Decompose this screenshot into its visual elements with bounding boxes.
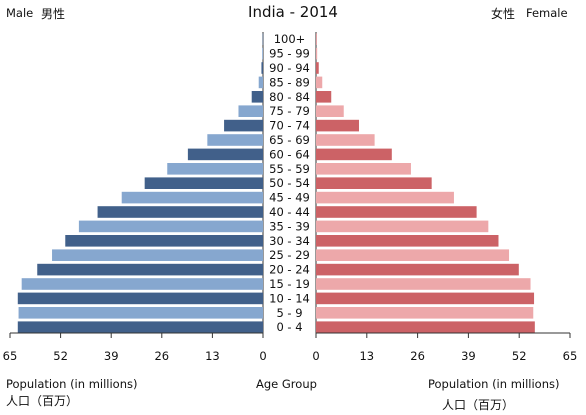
male-bar-9 — [167, 163, 263, 175]
male-bar-7 — [207, 134, 263, 146]
age-group-label: 55 - 59 — [269, 162, 310, 176]
right-axis-title: Population (in millions) — [428, 377, 560, 391]
male-bar-19 — [18, 307, 263, 319]
age-group-label: 75 - 79 — [269, 104, 310, 118]
age-group-label: 65 - 69 — [269, 133, 310, 147]
male-x-tick-label: 13 — [205, 349, 220, 363]
age-group-label: 10 - 14 — [269, 291, 310, 305]
male-bar-15 — [52, 249, 263, 261]
female-bar-9 — [316, 163, 411, 175]
chart-title: India - 2014 — [248, 3, 338, 21]
female-bar-11 — [316, 191, 454, 204]
right-axis-title-chinese: 人口（百万） — [442, 398, 515, 412]
age-group-label: 85 - 89 — [269, 75, 310, 89]
male-bar-3 — [258, 76, 263, 89]
male-bar-16 — [37, 263, 263, 276]
female-bar-7 — [316, 134, 375, 146]
female-bar-4 — [316, 91, 332, 103]
female-x-tick-label: 0 — [312, 349, 319, 363]
female-bar-10 — [316, 177, 432, 189]
female-x-tick-label: 65 — [563, 349, 578, 363]
male-label-chinese: 男性 — [41, 7, 66, 21]
male-bar-12 — [97, 206, 263, 218]
male-bar-4 — [251, 91, 263, 103]
left-axis-title: Population (in millions) — [6, 377, 138, 391]
male-bar-11 — [121, 191, 263, 204]
left-axis-title-chinese: 人口（百万） — [6, 394, 79, 408]
male-bar-17 — [21, 278, 263, 290]
age-group-label: 15 - 19 — [269, 277, 310, 291]
female-bar-5 — [316, 105, 344, 117]
age-group-label: 5 - 9 — [276, 306, 302, 320]
female-bar-3 — [316, 76, 323, 89]
female-bar-15 — [316, 249, 510, 261]
male-label: Male — [6, 6, 34, 20]
age-group-label: 100+ — [274, 32, 306, 46]
age-group-label: 20 - 24 — [269, 263, 310, 277]
female-label-chinese: 女性 — [491, 7, 516, 21]
center-axis-title: Age Group — [256, 377, 317, 391]
male-bar-0 — [262, 33, 264, 45]
male-bar-10 — [144, 177, 263, 189]
female-bar-17 — [316, 278, 531, 290]
male-x-tick-label: 39 — [104, 349, 119, 363]
age-group-label: 50 - 54 — [269, 176, 310, 190]
female-bar-14 — [316, 235, 499, 247]
male-x-tick-label: 65 — [3, 349, 18, 363]
female-x-tick-label: 52 — [512, 349, 527, 363]
male-x-tick-label: 0 — [259, 349, 266, 363]
male-bar-18 — [17, 292, 264, 305]
age-group-label: 40 - 44 — [269, 205, 310, 219]
age-group-label: 30 - 34 — [269, 234, 310, 248]
age-group-label: 0 - 4 — [276, 320, 302, 334]
female-bar-16 — [316, 263, 519, 276]
age-group-label: 25 - 29 — [269, 248, 310, 262]
age-group-label: 80 - 84 — [269, 90, 310, 104]
male-bar-8 — [187, 148, 263, 161]
female-bar-12 — [316, 206, 477, 218]
female-bar-6 — [316, 119, 359, 132]
male-bar-2 — [261, 62, 263, 74]
female-label: Female — [526, 6, 568, 20]
male-bar-1 — [262, 47, 263, 60]
female-x-tick-label: 39 — [461, 349, 476, 363]
male-bar-6 — [224, 119, 263, 132]
male-bar-13 — [78, 220, 263, 233]
female-bar-13 — [316, 220, 489, 233]
age-group-label: 95 - 99 — [269, 47, 310, 61]
female-bar-1 — [316, 47, 318, 60]
age-group-label: 35 - 39 — [269, 219, 310, 233]
age-group-label: 90 - 94 — [269, 61, 310, 75]
female-bar-20 — [316, 321, 535, 333]
female-bar-8 — [316, 148, 392, 161]
female-bar-18 — [316, 292, 535, 305]
age-group-label: 70 - 74 — [269, 119, 310, 133]
male-x-tick-label: 52 — [53, 349, 68, 363]
male-bar-20 — [17, 321, 264, 333]
female-x-tick-label: 13 — [359, 349, 374, 363]
male-bar-5 — [238, 105, 263, 117]
female-bar-2 — [316, 62, 319, 74]
female-bar-19 — [316, 307, 534, 319]
male-bar-14 — [65, 235, 263, 247]
female-x-tick-label: 26 — [410, 349, 425, 363]
female-bar-0 — [316, 33, 317, 45]
age-group-label: 60 - 64 — [269, 147, 310, 161]
age-group-label: 45 - 49 — [269, 191, 310, 205]
male-x-tick-label: 26 — [154, 349, 169, 363]
